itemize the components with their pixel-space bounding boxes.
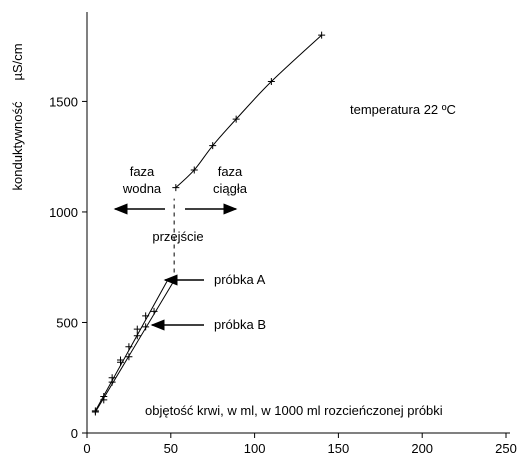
data-point-probka_a bbox=[133, 325, 141, 333]
przejscie-label: przejście bbox=[152, 229, 203, 244]
data-point-probka_b bbox=[117, 358, 125, 366]
x-tick-label: 150 bbox=[328, 441, 350, 456]
data-point-upper bbox=[232, 115, 240, 123]
x-ticks: 0 50 100 150 200 250 bbox=[83, 433, 517, 456]
data-point-probka_b bbox=[142, 323, 150, 331]
x-axis-title: objętość krwi, w ml, w 1000 ml rozcieńcz… bbox=[145, 403, 443, 418]
data-point-probka_b bbox=[125, 353, 133, 361]
y-tick-label: 500 bbox=[56, 315, 78, 330]
faza-wodna-line1: faza bbox=[130, 164, 155, 179]
data-point-upper bbox=[172, 184, 180, 192]
temperature-label: temperatura 22 ºC bbox=[350, 102, 456, 117]
x-tick-label: 200 bbox=[411, 441, 433, 456]
x-tick-label: 100 bbox=[244, 441, 266, 456]
y-tick-label: 0 bbox=[71, 426, 78, 441]
data-point-probka_a bbox=[125, 343, 133, 351]
faza-wodna-line2: wodna bbox=[122, 181, 162, 196]
y-axis-title: konduktywność bbox=[10, 101, 25, 190]
data-point-upper bbox=[190, 166, 198, 174]
data-point-probka_b bbox=[133, 332, 141, 340]
data-point-probka_a bbox=[142, 312, 150, 320]
y-ticks: 0 500 1000 1500 bbox=[49, 94, 87, 441]
x-tick-label: 250 bbox=[495, 441, 517, 456]
data-point-upper bbox=[267, 78, 275, 86]
data-point-probka_b bbox=[91, 408, 99, 416]
probka-a-label: próbka A bbox=[214, 272, 266, 287]
x-tick-label: 0 bbox=[83, 441, 90, 456]
series-layer bbox=[91, 31, 326, 416]
y-tick-label: 1500 bbox=[49, 94, 78, 109]
y-tick-label: 1000 bbox=[49, 205, 78, 220]
data-point-probka_b bbox=[150, 307, 158, 315]
data-point-probka_b bbox=[108, 378, 116, 386]
y-axis-unit: µS/cm bbox=[10, 43, 25, 80]
series-line-upper bbox=[175, 34, 322, 188]
series-line-probka_a bbox=[94, 280, 168, 412]
faza-ciagla-line2: ciągła bbox=[213, 181, 248, 196]
x-tick-label: 50 bbox=[164, 441, 178, 456]
probka-b-label: próbka B bbox=[214, 317, 266, 332]
faza-ciagla-line1: faza bbox=[218, 164, 243, 179]
data-point-upper bbox=[318, 31, 326, 39]
series-line-probka_b bbox=[94, 280, 175, 413]
data-point-probka_b bbox=[100, 396, 108, 404]
data-point-upper bbox=[209, 142, 217, 150]
